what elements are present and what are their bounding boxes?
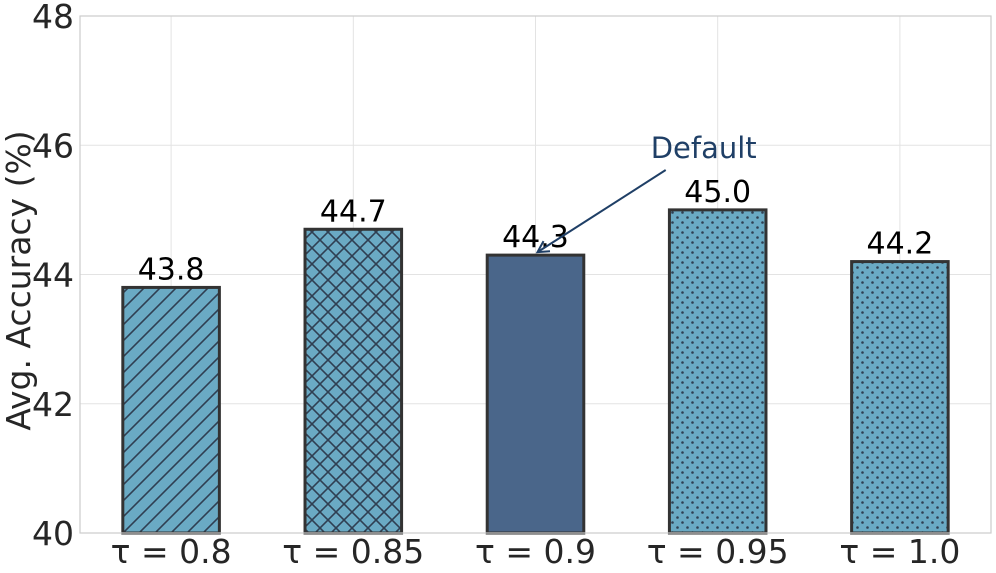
bar-hatch	[851, 261, 949, 533]
bar-value-label: 43.8	[138, 252, 205, 287]
x-tick-label: τ = 1.0	[839, 532, 960, 571]
x-axis-ticks: τ = 0.8 τ = 0.85 τ = 0.9 τ = 0.95 τ = 1.0	[111, 532, 961, 571]
data-labels: 43.8 44.7 44.3 45.0 44.2	[138, 175, 934, 288]
y-tick-label: 48	[32, 0, 74, 36]
bar	[487, 255, 584, 534]
bar-hatch	[122, 287, 220, 533]
bar-hatch	[669, 209, 766, 533]
bar-value-label: 44.2	[867, 227, 934, 262]
default-annotation: Default	[538, 131, 757, 252]
y-axis-label: Avg. Accuracy (%)	[0, 130, 38, 430]
bar-value-label: 45.0	[684, 175, 751, 210]
y-axis-ticks: 40 42 44 46 48	[32, 0, 74, 553]
plot-frame	[79, 15, 992, 534]
bar-value-label: 44.7	[320, 194, 387, 229]
y-tick-label: 42	[32, 385, 74, 424]
x-tick-label: τ = 0.9	[475, 532, 596, 571]
y-tick-label: 46	[32, 126, 74, 165]
x-tick-label: τ = 0.85	[282, 532, 424, 571]
y-tick-label: 40	[32, 514, 74, 553]
annotation-text: Default	[651, 131, 757, 165]
x-tick-label: τ = 0.8	[111, 532, 232, 571]
bars	[121, 208, 950, 535]
x-tick-label: τ = 0.95	[647, 532, 789, 571]
annotation-arrow	[538, 169, 667, 252]
bar-value-label: 44.3	[502, 220, 569, 255]
y-tick-label: 44	[32, 256, 74, 295]
bar-hatch	[305, 229, 402, 533]
